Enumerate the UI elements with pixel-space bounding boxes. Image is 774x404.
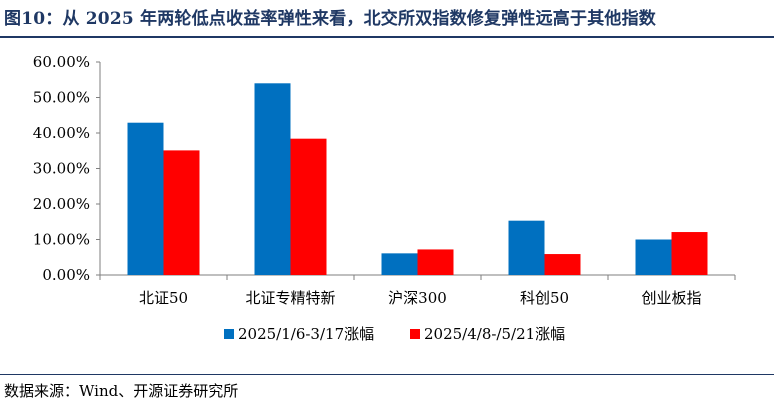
bar <box>254 83 291 275</box>
bar <box>635 239 672 275</box>
bar <box>127 122 164 275</box>
title-bar: 图10：从 2025 年两轮低点收益率弹性来看，北交所双指数修复弹性远高于其他指… <box>0 0 774 38</box>
legend-label: 2025/1/6-3/17涨幅 <box>238 325 374 343</box>
source-note: 数据来源：Wind、开源证券研究所 <box>4 382 239 400</box>
y-tick-label: 50.00% <box>33 89 90 107</box>
bar <box>544 254 581 275</box>
y-tick-label: 30.00% <box>33 160 90 178</box>
y-tick-label: 0.00% <box>42 266 90 284</box>
legend-swatch <box>224 329 234 339</box>
chart-area: 0.00% 10.00% 20.00% 30.00% 40.00% 50.00% 60.00… <box>0 38 774 368</box>
bar <box>290 138 327 275</box>
chart-title: 图10：从 2025 年两轮低点收益率弹性来看，北交所双指数修复弹性远高于其他指… <box>4 9 657 29</box>
legend-label: 2025/4/8-/5/21涨幅 <box>424 325 565 343</box>
y-tick-label: 20.00% <box>33 195 90 213</box>
x-tick-label: 科创50 <box>520 289 569 307</box>
bar <box>508 220 545 275</box>
bar <box>381 253 418 275</box>
y-tick-label: 60.00% <box>33 53 90 71</box>
x-tick-label: 北证专精特新 <box>245 289 335 307</box>
y-tick-label: 40.00% <box>33 124 90 142</box>
bar <box>671 232 708 275</box>
bar <box>163 150 200 275</box>
x-tick-label: 沪深300 <box>388 289 447 307</box>
bar <box>417 249 454 275</box>
bottom-rule <box>0 374 774 375</box>
x-tick-label: 北证50 <box>139 289 188 307</box>
bar-chart: 0.00% 10.00% 20.00% 30.00% 40.00% 50.00% 60.00… <box>33 53 736 343</box>
y-tick-label: 10.00% <box>33 231 90 249</box>
legend-swatch <box>410 329 420 339</box>
x-tick-label: 创业板指 <box>641 289 701 307</box>
